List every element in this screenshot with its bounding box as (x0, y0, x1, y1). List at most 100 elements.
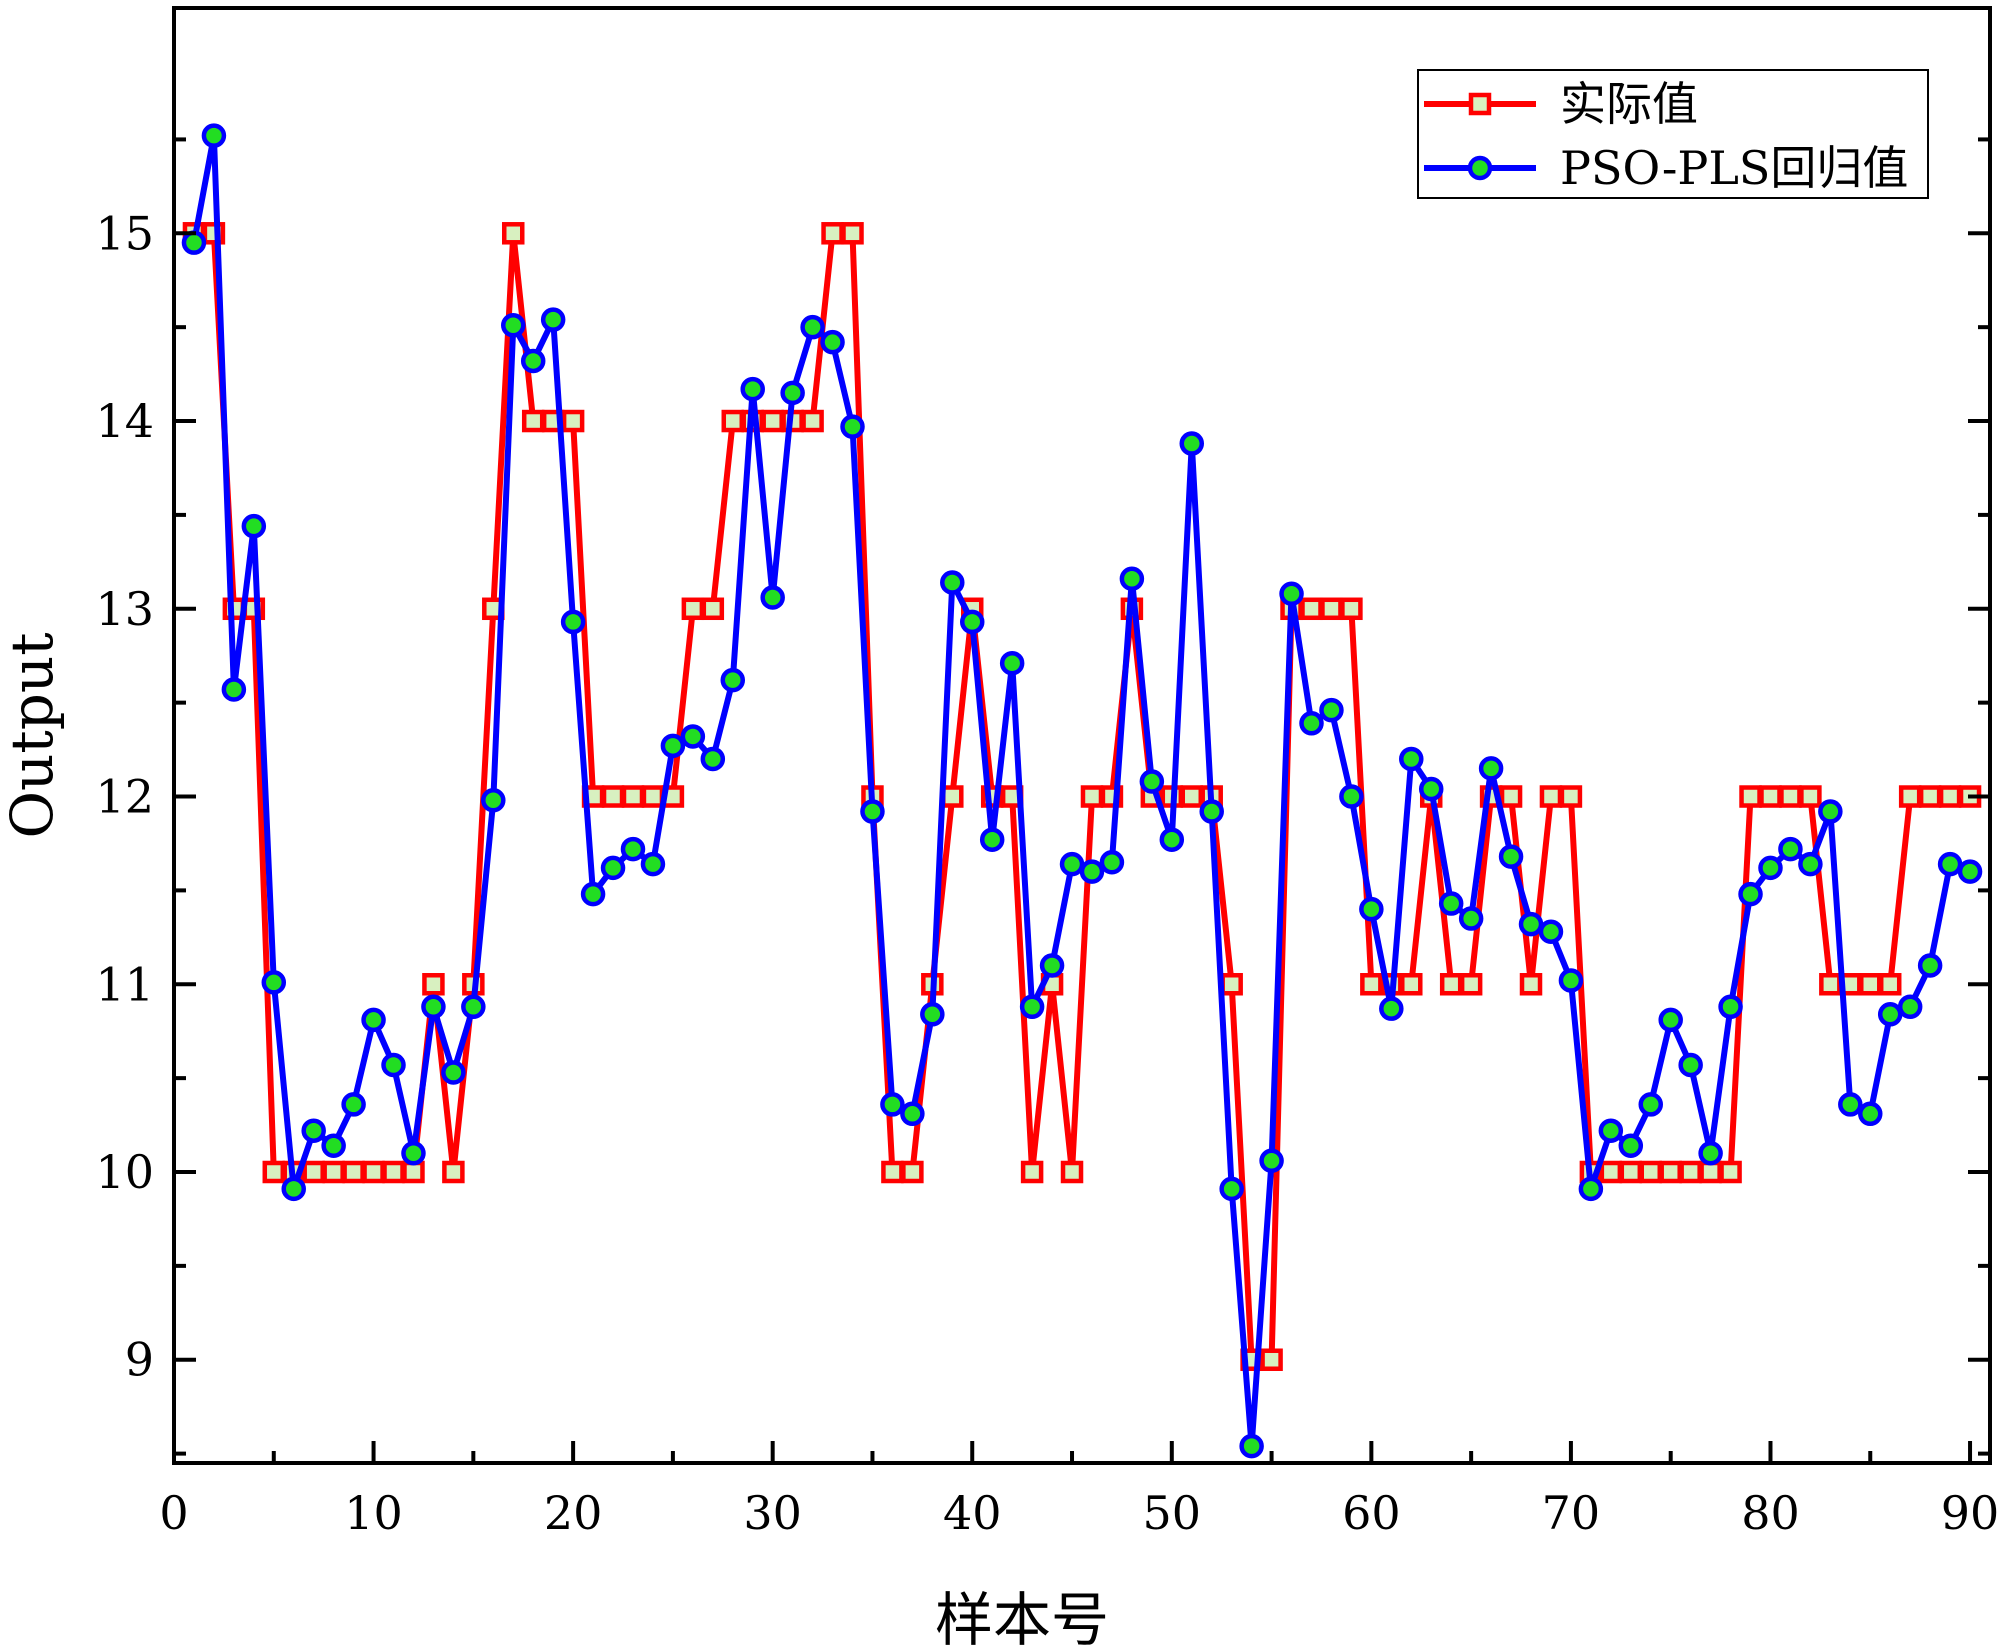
series-2-point (1099, 849, 1125, 875)
series-2-point (1917, 953, 1943, 978)
series-2-point (301, 1118, 326, 1143)
series-1-point (1300, 597, 1323, 621)
series-1-point (1519, 973, 1543, 996)
series-1-point (1360, 973, 1383, 996)
series-1-point (1180, 785, 1204, 808)
x-axis-title: 样本号 (935, 1586, 1109, 1648)
series-1-point (1400, 973, 1423, 996)
series-2-point (560, 609, 586, 635)
series-2-point (1139, 769, 1165, 794)
legend-item-2: PSO-PLS回归值 (1424, 141, 1908, 195)
y-tick-label: 13 (95, 582, 154, 636)
series-2-point (1738, 881, 1763, 907)
series-1-point (681, 597, 705, 621)
legend-label: 实际值 (1560, 77, 1698, 131)
series-2-point (1518, 911, 1544, 937)
series-1-point (422, 973, 445, 996)
series-1-point (1340, 597, 1363, 621)
legend-swatch-marker (1467, 155, 1493, 181)
series-2-point (1678, 1052, 1703, 1078)
series-2-point (780, 380, 805, 406)
legend-swatch-marker (1468, 92, 1492, 116)
series-1-point (302, 1160, 325, 1184)
series-2-point (241, 513, 267, 539)
series-2-point (800, 314, 825, 340)
series-2-point (201, 123, 227, 148)
y-tick-label: 9 (125, 1333, 154, 1387)
series-2-point (720, 667, 746, 693)
x-tick-label: 20 (544, 1486, 603, 1540)
series-2-point (999, 650, 1025, 676)
series-2-point (660, 733, 686, 759)
series-2-point (620, 836, 646, 862)
series-2-point (820, 329, 845, 355)
series-1-point (1599, 1160, 1623, 1184)
series-1-point (1898, 785, 1922, 808)
series-2-point (900, 1101, 925, 1127)
y-tick-label: 14 (95, 394, 154, 448)
series-2-point (1159, 827, 1185, 852)
x-tick-label: 0 (159, 1486, 188, 1540)
series-2-point (1877, 1002, 1903, 1027)
labels-layer: 0 10 20 30 40 50 60 70 80 90 9 10 11 12 13 14 15 样本号 Outpu… (0, 206, 1999, 1648)
series-2-point (321, 1133, 346, 1158)
series-1-point (621, 785, 645, 808)
series-2-point (501, 313, 526, 338)
y-tick-label: 10 (95, 1145, 154, 1199)
series-2-point (341, 1092, 366, 1117)
series-2-point (261, 970, 287, 995)
x-tick-label: 90 (1941, 1486, 2000, 1540)
series-2-point (1418, 776, 1444, 802)
y-tick-label: 11 (95, 957, 154, 1011)
series-1-point (721, 409, 745, 433)
series-1-point (402, 1160, 425, 1184)
series-1-point (1459, 973, 1483, 996)
series-2-point (1319, 697, 1344, 723)
legend-item-1: 实际值 (1424, 77, 1698, 131)
series-2-point (221, 677, 247, 702)
series-2-point (1858, 1101, 1883, 1127)
series-2-point (1937, 851, 1963, 877)
series-2-point (1718, 994, 1743, 1020)
series-2-point (1339, 784, 1364, 809)
series-1-point (841, 222, 864, 245)
series-1-point (701, 597, 725, 621)
series-1-point (1659, 1160, 1682, 1184)
series-1-point (1539, 785, 1563, 808)
series-1-point (1559, 785, 1583, 808)
series-2-point (740, 376, 765, 402)
series-2-point (421, 994, 446, 1020)
series-1-point (561, 409, 585, 433)
series-2-point (381, 1052, 406, 1078)
series-1-point (761, 409, 784, 433)
series-2-point (1897, 994, 1923, 1020)
series-1-point (881, 1160, 904, 1184)
series-1-point (521, 409, 545, 433)
series-1-point (1080, 785, 1104, 808)
series-2-point (1019, 994, 1045, 1020)
series-1-point (1439, 973, 1463, 996)
series-2-point (540, 307, 566, 332)
series-2-point (1239, 1433, 1264, 1459)
series-1-point (342, 1160, 365, 1184)
series-1-point (1819, 973, 1842, 996)
series-1-point (941, 785, 964, 808)
series-2-point (1838, 1092, 1863, 1117)
series-2-point (461, 994, 486, 1020)
series-2-point (1379, 996, 1404, 1021)
series-2-point (1179, 431, 1205, 456)
series-2-point (1279, 581, 1304, 607)
series-2-point (401, 1140, 426, 1166)
x-tick-label: 80 (1741, 1486, 1800, 1540)
series-layer (181, 123, 1983, 1459)
series-1-point (1859, 973, 1882, 996)
series-2-point (1498, 844, 1524, 869)
series-1-point (641, 785, 665, 808)
series-1-point (362, 1160, 385, 1184)
series-2-point (1199, 799, 1224, 824)
series-2-point (1598, 1118, 1624, 1143)
series-1-point (1739, 785, 1762, 808)
x-tick-label: 30 (743, 1486, 802, 1540)
